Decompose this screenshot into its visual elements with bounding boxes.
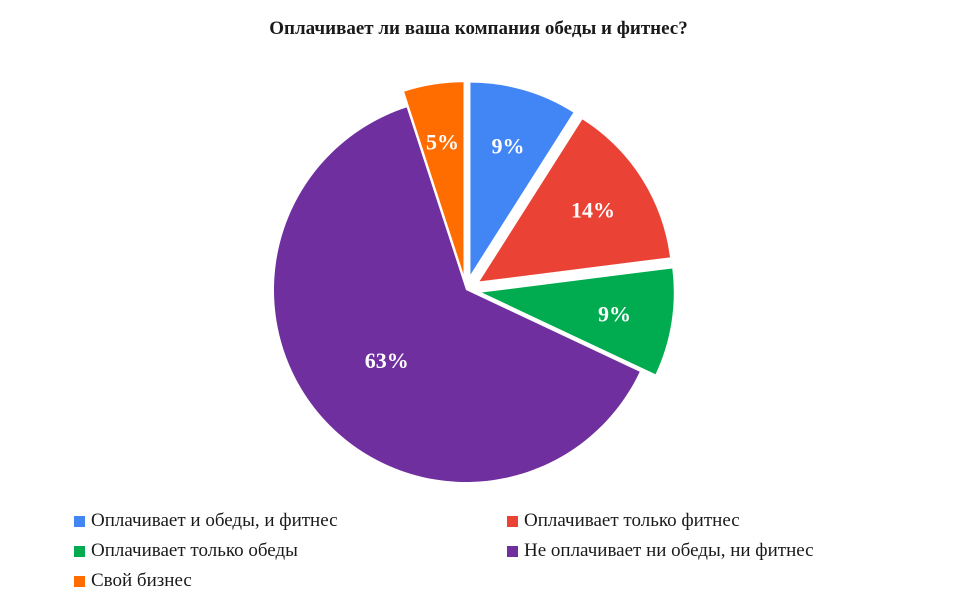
legend-label: Оплачивает и обеды, и фитнес xyxy=(91,510,338,531)
legend-swatch-orange xyxy=(74,575,85,587)
legend-item-lunch-only: Оплачивает только обеды xyxy=(74,540,298,562)
legend-label: Оплачивает только обеды xyxy=(91,540,298,561)
slice-label: 63% xyxy=(365,348,409,373)
slice-none xyxy=(274,107,640,482)
slice-fitness-only xyxy=(479,119,670,282)
legend-item-fitness-only: Оплачивает только фитнес xyxy=(507,510,740,532)
legend-item-none: Не оплачивает ни обеды, ни фитнес xyxy=(507,540,814,562)
legend-label: Оплачивает только фитнес xyxy=(524,510,740,531)
slice-lunch-and-fitness xyxy=(470,82,574,275)
slice-lunch-only xyxy=(481,268,674,375)
legend-swatch-red xyxy=(507,515,518,527)
slice-label: 5% xyxy=(426,129,459,154)
legend-label: Свой бизнес xyxy=(91,570,192,591)
legend-swatch-green xyxy=(74,545,85,557)
legend-swatch-blue xyxy=(74,515,85,527)
chart-title: Оплачивает ли ваша компания обеды и фитн… xyxy=(269,18,688,39)
legend-label: Не оплачивает ни обеды, ни фитнес xyxy=(524,540,814,561)
legend-item-own-business: Свой бизнес xyxy=(74,570,192,592)
slice-label: 9% xyxy=(598,302,631,327)
legend-item-lunch-and-fitness: Оплачивает и обеды, и фитнес xyxy=(74,510,338,532)
slice-own-business xyxy=(404,82,464,275)
legend-swatch-purple xyxy=(507,545,518,557)
slice-label: 9% xyxy=(491,134,524,159)
slice-label: 14% xyxy=(571,197,615,222)
